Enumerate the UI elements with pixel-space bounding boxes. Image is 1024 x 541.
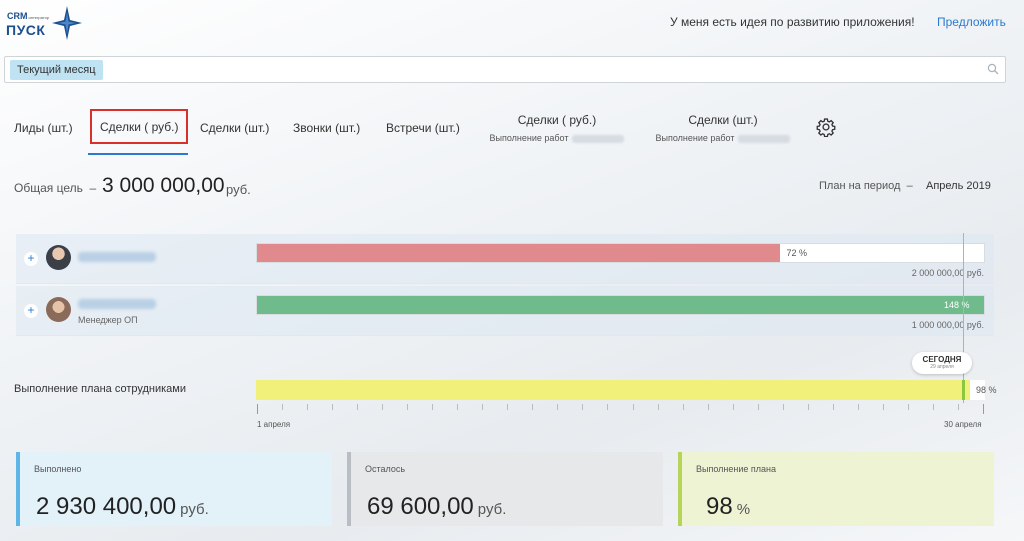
tab-meetings[interactable]: Встречи (шт.) xyxy=(386,121,460,135)
goal-unit: руб. xyxy=(226,182,251,197)
avatar xyxy=(46,245,71,270)
scale-tick xyxy=(432,404,434,410)
card-plan: Выполнение плана 98% xyxy=(678,452,994,526)
logo[interactable]: CRMинтегратор ПУСК xyxy=(6,4,82,40)
tab-deals-rub-work-title: Сделки ( руб.) xyxy=(517,113,597,127)
card-plan-value: 98% xyxy=(706,493,751,520)
today-date: 29 апреля xyxy=(930,364,954,370)
active-tab-underline xyxy=(88,153,188,155)
scale-tick xyxy=(657,404,659,410)
tab-deals-rub-work-sub: Выполнение работ xyxy=(484,133,630,143)
filter-bar[interactable]: Текущий месяц xyxy=(4,56,1006,83)
employee-plan-total: 2 000 000,00 руб. xyxy=(911,268,984,278)
scale-tick xyxy=(607,404,609,410)
progress-fill xyxy=(257,296,984,314)
scale-tick xyxy=(682,404,684,410)
scale-tick xyxy=(882,404,884,410)
scale-tick xyxy=(532,404,534,410)
progress-bar: 148 % xyxy=(256,295,985,315)
team-progress-percent: 98 % xyxy=(976,385,997,395)
team-plan-label: Выполнение плана сотрудниками xyxy=(14,383,187,395)
scale-tick xyxy=(757,404,759,410)
goal-value: 3 000 000,00 xyxy=(102,174,225,197)
scale-tick xyxy=(832,404,834,410)
card-plan-label: Выполнение плана xyxy=(696,464,776,474)
scale-tick xyxy=(983,404,984,414)
scale-tick xyxy=(957,404,959,410)
scale-tick xyxy=(582,404,584,410)
card-left: Осталось 69 600,00 руб. xyxy=(347,452,663,526)
expand-button[interactable]: + xyxy=(24,304,38,318)
gear-icon[interactable] xyxy=(816,117,836,137)
date-end: 30 апреля xyxy=(944,420,982,429)
scale-tick xyxy=(707,404,709,410)
progress-bar: 72 % xyxy=(256,243,985,263)
card-left-label: Осталось xyxy=(365,464,406,474)
tab-deals-pcs[interactable]: Сделки (шт.) xyxy=(200,121,270,135)
employee-plan-total: 1 000 000,00 руб. xyxy=(911,320,984,330)
logo-pusk: ПУСК xyxy=(6,22,46,38)
plan-period-label: План на период – xyxy=(819,180,913,192)
scale-tick xyxy=(932,404,934,410)
progress-fill xyxy=(257,244,781,262)
employee-role: Менеджер ОП xyxy=(78,315,138,325)
date-start: 1 апреля xyxy=(257,420,291,429)
logo-crm: CRMинтегратор xyxy=(7,11,50,21)
today-badge: СЕГОДНЯ 29 апреля xyxy=(912,352,972,374)
scale-tick xyxy=(257,404,258,414)
employee-name-blurred[interactable] xyxy=(78,252,156,262)
scale-tick xyxy=(782,404,784,410)
today-progress-marker xyxy=(962,380,965,400)
tab-deals-pcs-work-sub: Выполнение работ xyxy=(650,133,796,143)
idea-text: У меня есть идея по развитию приложения! xyxy=(670,15,915,29)
card-done: Выполнено 2 930 400,00 руб. xyxy=(16,452,332,526)
card-left-value: 69 600,00 руб. xyxy=(367,493,507,520)
suggest-link[interactable]: Предложить xyxy=(937,15,1006,29)
scale-tick xyxy=(557,404,559,410)
tab-deals-rub[interactable]: Сделки ( руб.) xyxy=(90,109,189,144)
employee-name-blurred[interactable] xyxy=(78,299,156,309)
scale-tick xyxy=(332,404,334,410)
employee-row: + 72 % 2 000 000,00 руб. xyxy=(16,234,994,284)
scale-tick xyxy=(507,404,509,410)
team-progress-fill xyxy=(256,380,971,400)
scale-tick xyxy=(907,404,909,410)
plan-period-value[interactable]: Апрель 2019 xyxy=(926,180,991,192)
star-icon xyxy=(52,6,82,40)
expand-button[interactable]: + xyxy=(24,252,38,266)
tab-deals-pcs-work[interactable]: Сделки (шт.) Выполнение работ xyxy=(650,113,796,143)
tab-deals-rub-work[interactable]: Сделки ( руб.) Выполнение работ xyxy=(484,113,630,143)
team-progress-bar xyxy=(256,380,985,400)
scale-tick xyxy=(632,404,634,410)
scale-tick xyxy=(282,404,284,410)
today-marker-line xyxy=(963,233,964,403)
scale-tick xyxy=(407,404,409,410)
progress-percent: 72 % xyxy=(786,248,807,258)
goal-label: Общая цель – xyxy=(14,181,97,195)
scale-tick xyxy=(732,404,734,410)
date-scale xyxy=(257,404,984,416)
scale-tick xyxy=(857,404,859,410)
scale-tick xyxy=(807,404,809,410)
tab-deals-pcs-work-title: Сделки (шт.) xyxy=(688,113,758,127)
scale-tick xyxy=(457,404,459,410)
card-done-label: Выполнено xyxy=(34,464,82,474)
card-done-value: 2 930 400,00 руб. xyxy=(36,493,209,520)
scale-tick xyxy=(382,404,384,410)
today-label: СЕГОДНЯ xyxy=(922,355,962,364)
avatar xyxy=(46,297,71,322)
tab-calls[interactable]: Звонки (шт.) xyxy=(293,121,361,135)
search-icon[interactable] xyxy=(987,63,999,75)
tab-leads[interactable]: Лиды (шт.) xyxy=(14,121,73,135)
period-filter-chip[interactable]: Текущий месяц xyxy=(10,60,103,80)
progress-percent: 148 % xyxy=(944,300,970,310)
employee-row: + Менеджер ОП 148 % 1 000 000,00 руб. xyxy=(16,286,994,336)
scale-tick xyxy=(482,404,484,410)
scale-tick xyxy=(357,404,359,410)
scale-tick xyxy=(307,404,309,410)
